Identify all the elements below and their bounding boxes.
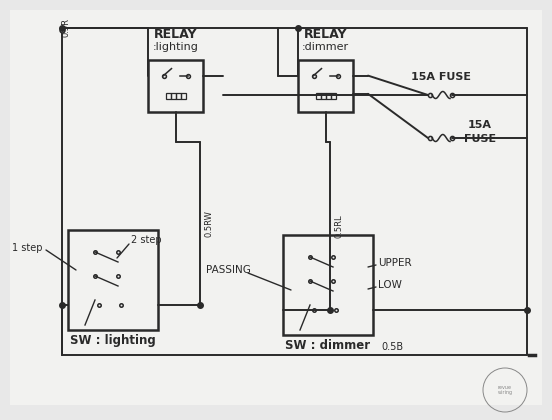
Bar <box>316 93 321 100</box>
Text: 0.5RL: 0.5RL <box>334 214 343 238</box>
Text: UPPER: UPPER <box>378 258 412 268</box>
Text: RELAY: RELAY <box>304 28 347 41</box>
Bar <box>283 235 373 335</box>
Text: revue
wiring: revue wiring <box>497 385 513 395</box>
Text: SW : dimmer: SW : dimmer <box>285 339 370 352</box>
Text: LOW: LOW <box>378 280 402 290</box>
Bar <box>298 60 353 112</box>
Text: 1 step: 1 step <box>13 243 43 253</box>
Text: 0.5RW: 0.5RW <box>204 210 213 237</box>
Text: 0.5B: 0.5B <box>381 342 403 352</box>
Text: :lighting: :lighting <box>152 42 198 52</box>
Bar <box>181 93 185 100</box>
Bar <box>331 93 336 100</box>
Text: RELAY: RELAY <box>154 28 197 41</box>
Text: PASSING: PASSING <box>205 265 251 275</box>
Text: FUSE: FUSE <box>464 134 496 144</box>
Bar <box>171 93 176 100</box>
Text: 2 step: 2 step <box>131 235 162 245</box>
Bar <box>148 60 203 112</box>
Text: 15A FUSE: 15A FUSE <box>411 72 471 82</box>
Text: 15A: 15A <box>468 120 492 130</box>
Bar <box>68 230 158 330</box>
Bar <box>166 93 171 100</box>
Bar <box>326 93 331 100</box>
Text: :dimmer: :dimmer <box>302 42 349 52</box>
Bar <box>176 93 181 100</box>
Text: 0.5R: 0.5R <box>61 18 71 37</box>
Bar <box>321 93 326 100</box>
Text: SW : lighting: SW : lighting <box>70 334 156 347</box>
